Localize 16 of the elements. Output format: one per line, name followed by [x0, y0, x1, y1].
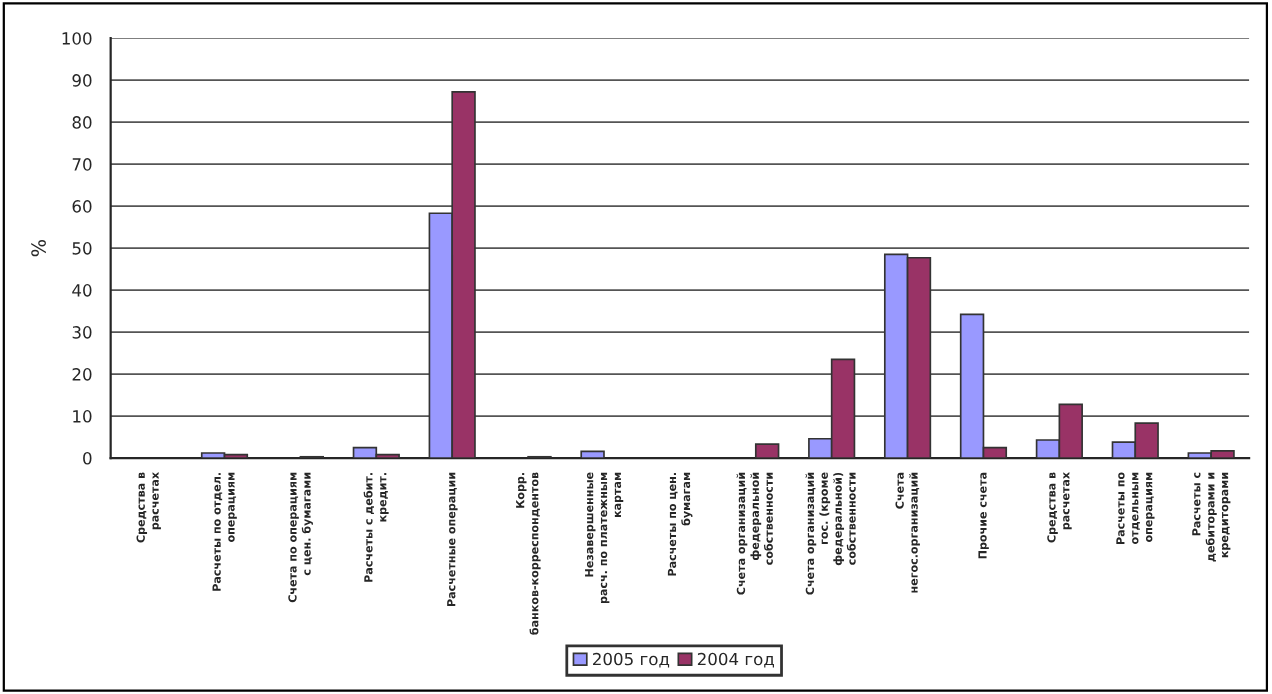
y-tick-label: 100 — [62, 32, 92, 45]
legend-label: 2005 год — [593, 652, 670, 668]
bar — [580, 450, 605, 459]
y-tick-label: 70 — [72, 158, 92, 171]
y-axis-title: % — [31, 239, 46, 257]
y-tick-label: 40 — [72, 284, 92, 297]
y-tick-label: 60 — [72, 200, 92, 213]
y-tick-label: 20 — [72, 368, 92, 381]
y-tick-label: 10 — [73, 410, 92, 423]
legend-label: 2004 год — [697, 652, 774, 668]
y-tick-label: 0 — [83, 452, 92, 465]
y-tick-label: 90 — [72, 74, 92, 87]
y-tick-label: 80 — [72, 116, 92, 129]
bar — [754, 443, 780, 459]
y-tick-label: 30 — [72, 326, 92, 339]
y-tick-label: 50 — [72, 242, 92, 255]
